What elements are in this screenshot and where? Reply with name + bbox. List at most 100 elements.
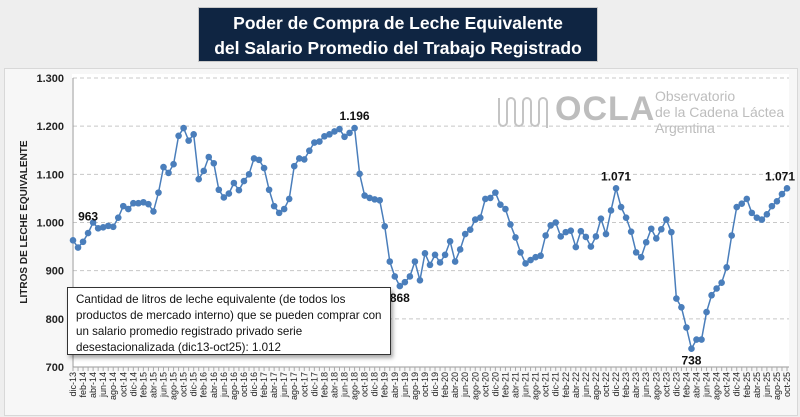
data-point — [512, 234, 519, 241]
data-point — [753, 214, 761, 221]
data-point — [693, 336, 700, 343]
ocla-logo: OCLA Observatorio de la Cadena Láctea Ar… — [495, 88, 795, 140]
data-point — [652, 235, 660, 242]
data-point — [366, 194, 373, 202]
data-point — [94, 224, 102, 232]
data-point — [492, 189, 499, 196]
data-point — [215, 186, 223, 194]
data-point — [567, 227, 575, 234]
x-tick-label: feb-24 — [681, 372, 691, 398]
data-point — [461, 230, 469, 238]
data-point — [708, 291, 715, 299]
data-point — [637, 253, 645, 261]
x-tick-label: oct-17 — [299, 372, 309, 397]
data-point — [738, 200, 746, 208]
x-tick-label: ago-17 — [289, 372, 299, 400]
data-point — [552, 219, 560, 226]
data-point — [487, 194, 494, 202]
data-point — [230, 179, 238, 187]
x-tick-label: jun-24 — [702, 372, 712, 398]
x-tick-label: ago-19 — [410, 372, 420, 400]
data-point — [391, 273, 399, 280]
x-tick-label: abr-22 — [571, 372, 581, 398]
data-point — [270, 202, 278, 210]
data-point — [456, 246, 464, 253]
ocla-wave-icon — [498, 97, 548, 128]
y-tick-label: 1.300 — [36, 73, 64, 85]
x-tick-label: feb-20 — [440, 372, 450, 398]
logo-brand: OCLA — [555, 90, 656, 128]
x-tick-label: feb-16 — [199, 372, 209, 398]
x-tick-label: jun-19 — [400, 372, 410, 398]
data-point — [351, 124, 358, 132]
data-point — [225, 190, 233, 197]
data-point — [657, 225, 665, 233]
data-point — [150, 208, 157, 215]
data-point — [155, 189, 162, 196]
data-point — [743, 195, 751, 203]
x-tick-label: jun-23 — [641, 372, 651, 398]
logo-line-3: Argentina — [655, 120, 715, 136]
data-point — [647, 225, 655, 233]
x-tick-label: ago-25 — [772, 372, 782, 400]
data-point — [562, 228, 570, 236]
data-point — [285, 195, 293, 203]
data-point — [190, 131, 197, 138]
x-tick-label: dic-21 — [551, 372, 561, 397]
x-tick-label: feb-14 — [78, 372, 88, 398]
data-point — [306, 147, 313, 155]
data-point — [471, 216, 479, 223]
x-tick-label: ago-24 — [712, 372, 722, 400]
data-point — [130, 199, 137, 207]
data-point — [406, 273, 414, 280]
x-tick-label: feb-15 — [138, 372, 148, 398]
data-point — [140, 198, 147, 206]
x-tick-label: jun-17 — [279, 372, 289, 398]
x-tick-label: oct-25 — [782, 372, 792, 397]
x-tick-label: oct-14 — [118, 372, 128, 397]
data-point — [642, 238, 650, 246]
logo-line-1: Observatorio — [655, 88, 736, 104]
x-tick-label: feb-21 — [500, 372, 510, 398]
x-tick-label: jun-21 — [521, 372, 531, 398]
data-label: 868 — [390, 291, 410, 305]
data-point — [527, 256, 534, 264]
x-tick-label: ago-15 — [169, 372, 179, 400]
data-point — [763, 211, 771, 218]
x-tick-label: dic-18 — [370, 372, 380, 397]
x-tick-label: jun-15 — [159, 372, 169, 398]
data-point — [326, 131, 333, 138]
x-tick-label: abr-16 — [209, 372, 219, 398]
data-point — [290, 162, 298, 170]
data-point — [74, 244, 82, 251]
data-point — [396, 282, 404, 290]
x-tick-label: feb-23 — [621, 372, 631, 398]
data-point — [688, 345, 695, 352]
x-tick-label: abr-19 — [390, 372, 400, 398]
data-point — [69, 237, 77, 244]
data-point — [331, 128, 338, 135]
x-tick-label: abr-15 — [148, 372, 158, 398]
data-point — [401, 278, 409, 286]
x-tick-label: dic-23 — [671, 372, 681, 397]
data-point — [175, 132, 182, 140]
data-point — [547, 222, 554, 229]
data-point — [195, 175, 203, 183]
data-point — [426, 261, 434, 269]
data-point — [114, 214, 122, 221]
data-point — [79, 238, 87, 246]
x-tick-label: dic-14 — [128, 372, 138, 397]
data-point — [597, 215, 605, 222]
x-tick-label: jun-16 — [219, 372, 229, 398]
data-point — [622, 214, 630, 221]
data-point — [431, 251, 439, 259]
x-tick-label: ago-18 — [350, 372, 360, 400]
data-point — [683, 324, 690, 331]
data-point — [577, 227, 585, 235]
x-tick-label: jun-14 — [98, 372, 108, 398]
data-point — [341, 133, 348, 141]
x-tick-label: jun-20 — [460, 372, 470, 398]
data-point — [497, 201, 504, 208]
x-tick-label: dic-16 — [249, 372, 259, 397]
y-tick-label: 900 — [46, 266, 64, 278]
